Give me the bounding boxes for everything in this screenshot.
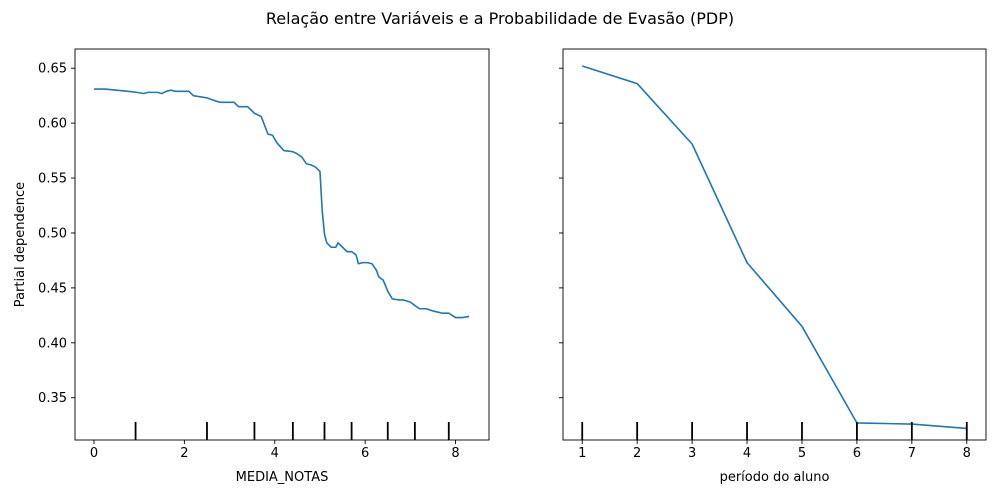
x-tick-label: 3 bbox=[688, 446, 696, 461]
axes-frame bbox=[74, 48, 490, 441]
x-tick-label: 7 bbox=[908, 446, 916, 461]
pdp-line bbox=[93, 88, 470, 319]
y-tick-label: 0.55 bbox=[38, 172, 67, 187]
x-tick-label: 1 bbox=[578, 446, 586, 461]
pdp-panel-media-notas: 0 2 4 6 8 0.35 0.40 0.45 0.50 0.55 0.60 0.65 MEDIA_N… bbox=[13, 48, 490, 485]
x-axis-label: período do aluno bbox=[720, 470, 830, 485]
x-tick-label: 5 bbox=[798, 446, 806, 461]
y-tick-label: 0.45 bbox=[38, 281, 67, 296]
axes-frame bbox=[562, 48, 987, 441]
y-tick-label: 0.35 bbox=[38, 391, 67, 406]
pdp-line bbox=[581, 65, 967, 430]
y-tick-label: 0.40 bbox=[38, 336, 67, 351]
y-axis-label: Partial dependence bbox=[13, 182, 28, 307]
x-tick-label: 6 bbox=[361, 446, 369, 461]
x-tick-label: 8 bbox=[451, 446, 459, 461]
y-tick-label: 0.50 bbox=[38, 226, 67, 241]
x-tick-label: 2 bbox=[180, 446, 188, 461]
x-axis-label: MEDIA_NOTAS bbox=[236, 470, 329, 485]
x-tick-label: 8 bbox=[963, 446, 971, 461]
y-tick-label: 0.65 bbox=[38, 62, 67, 77]
x-tick-label: 2 bbox=[633, 446, 641, 461]
x-tick-label: 6 bbox=[853, 446, 861, 461]
x-tick-label: 0 bbox=[90, 446, 98, 461]
x-tick-label: 4 bbox=[271, 446, 279, 461]
x-tick-label: 4 bbox=[743, 446, 751, 461]
y-tick-label: 0.60 bbox=[38, 117, 67, 132]
pdp-panel-periodo-aluno: 1 2 3 4 5 6 7 8 período do aluno bbox=[559, 48, 987, 485]
figure-title: Relação entre Variáveis e a Probabilidad… bbox=[266, 9, 734, 28]
